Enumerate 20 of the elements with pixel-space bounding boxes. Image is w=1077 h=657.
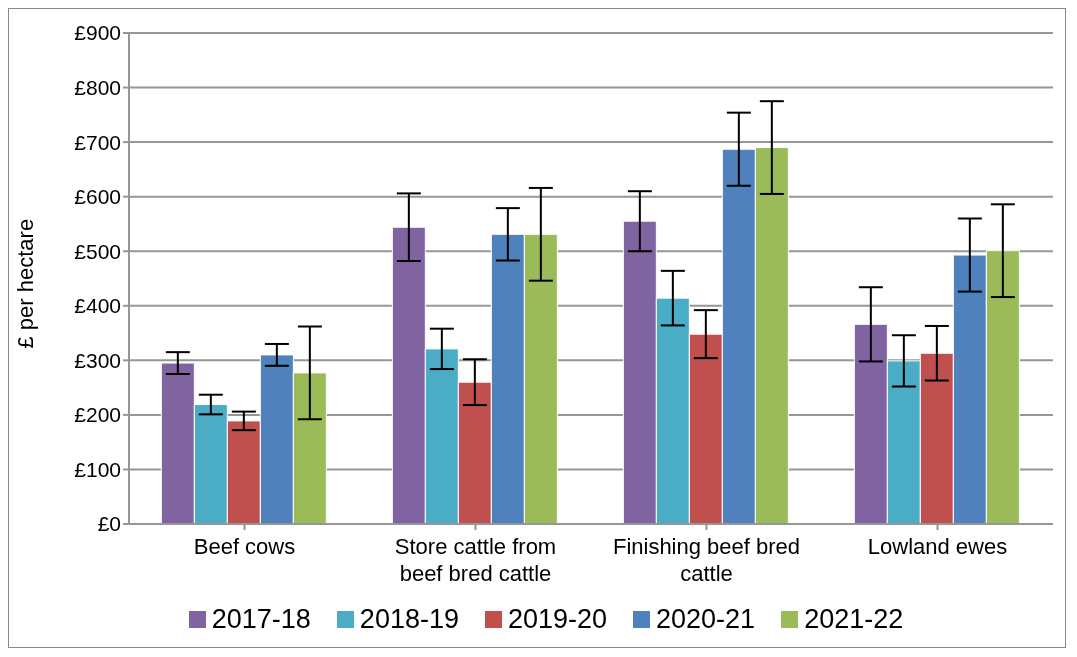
y-tick-label: £100	[74, 457, 121, 481]
y-tick-label: £300	[74, 348, 121, 372]
y-tick-label: £0	[97, 512, 121, 536]
legend-label: 2017-18	[211, 604, 311, 635]
y-tick-label: £700	[74, 130, 121, 154]
x-tick-label: Lowland ewes	[867, 534, 1008, 559]
x-tick-label: Finishing beef bred cattle	[612, 534, 801, 586]
y-tick-label: £900	[74, 21, 121, 45]
y-axis-title: £ per hectare	[12, 218, 38, 349]
y-tick-label: £800	[74, 76, 121, 100]
y-tick-label: £500	[74, 239, 121, 263]
legend-label: 2019-20	[507, 604, 608, 635]
y-tick-label: £400	[74, 294, 121, 318]
y-tick-label: £600	[74, 185, 121, 209]
legend-label: 2018-19	[359, 604, 459, 635]
x-tick-label: Store cattle from beef bred cattle	[394, 534, 557, 586]
x-tick-label: Beef cows	[193, 534, 296, 559]
legend-label: 2021-22	[804, 604, 904, 635]
legend-label: 2020-21	[656, 604, 756, 635]
y-tick-label: £200	[74, 403, 121, 427]
